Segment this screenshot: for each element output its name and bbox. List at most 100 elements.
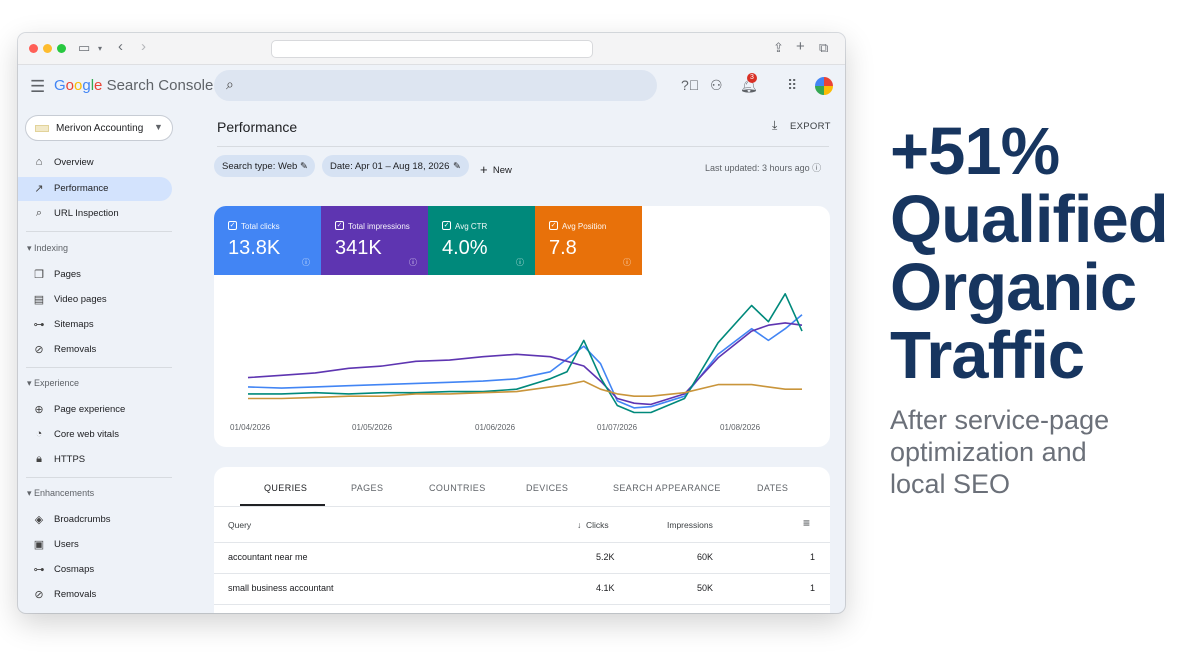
sidebar-toggle-icon[interactable]: ▭ <box>78 40 91 55</box>
series-line-avg-position[interactable] <box>248 380 802 400</box>
chevron-down-icon[interactable]: ▾ <box>98 44 103 53</box>
metric-label: Total impressions <box>348 222 410 231</box>
browser-window: ▭ ▾ ‹ › ⇪ + ⧉ ☰ Google Search Console ⌕ … <box>18 33 845 613</box>
page-experience-icon: ⊕ <box>34 404 44 416</box>
back-icon[interactable]: ‹ <box>118 38 123 55</box>
sidebar-item-url-inspection[interactable]: ⌕ URL Inspection <box>18 202 172 226</box>
search-type-filter-chip[interactable]: Search type: Web ✎ <box>214 155 315 177</box>
tabs-overview-icon[interactable]: ⧉ <box>819 40 829 55</box>
checkbox-checked-icon[interactable]: ✓ <box>549 221 558 230</box>
download-icon[interactable]: ⤓ <box>772 118 778 132</box>
home-icon: ⌂ <box>35 156 43 168</box>
sidebar-section-experience[interactable]: ▾ Experience <box>27 378 80 388</box>
trending-up-icon: ↗ <box>34 183 44 195</box>
metric-avg-ctr[interactable]: ✓ Avg CTR 4.0% ⓘ <box>428 206 535 275</box>
help-icon[interactable]: ⓘ <box>623 258 631 267</box>
series-line-total-impressions[interactable] <box>247 322 803 406</box>
tab-dates[interactable]: DATES <box>757 483 789 493</box>
chevron-down-icon: ▼ <box>154 122 163 132</box>
checkbox-checked-icon[interactable]: ✓ <box>442 221 451 230</box>
browser-titlebar: ▭ ▾ ‹ › ⇪ + ⧉ <box>18 33 845 65</box>
metric-value: 7.8 <box>549 237 577 259</box>
search-input[interactable]: ⌕ <box>214 70 657 101</box>
minimize-window-button[interactable] <box>43 44 52 53</box>
hamburger-menu-icon[interactable]: ☰ <box>30 77 46 96</box>
maximize-window-button[interactable] <box>57 44 66 53</box>
sidebar-item-page-experience[interactable]: ⊕ Page experience <box>18 398 172 422</box>
tab-queries[interactable]: QUERIES <box>264 483 308 493</box>
table-cell-query[interactable]: small business accountant <box>228 583 334 593</box>
sidebar-item-label: Broadcrumbs <box>54 514 111 525</box>
pages-icon: ❐ <box>34 269 44 281</box>
filter-rows-icon[interactable]: ≡ <box>803 516 811 530</box>
table-divider <box>214 604 830 605</box>
sidebar-item-overview[interactable]: ⌂ Overview <box>18 151 172 175</box>
last-updated-text: Last updated: 3 hours ago ⓘ <box>705 161 821 174</box>
sidebar-item-removals-2[interactable]: ⊘ Removals <box>18 583 172 607</box>
metric-total-clicks[interactable]: ✓ Total clicks 13.8K ⓘ <box>214 206 321 275</box>
edit-icon[interactable]: ✎ <box>453 161 461 172</box>
tab-devices[interactable]: DEVICES <box>526 483 569 493</box>
sidebar-section-enhancements[interactable]: ▾ Enhancements <box>27 488 95 498</box>
sidebar-item-label: Performance <box>54 183 109 194</box>
help-icon[interactable]: ⓘ <box>302 258 310 267</box>
column-header-clicks[interactable]: ↓ Clicks <box>577 520 609 530</box>
close-window-button[interactable] <box>29 44 38 53</box>
promo-subline: After service-page optimization and loca… <box>890 404 1190 500</box>
search-console-logo[interactable]: Google Search Console <box>54 77 214 94</box>
sidebar-item-broadcrumbs[interactable]: ◈ Broadcrumbs <box>18 508 172 532</box>
column-header-impressions[interactable]: Impressions <box>667 520 713 530</box>
sidebar-item-core-web-vitals[interactable]: ◔ Core web vitals <box>18 423 172 447</box>
checkbox-checked-icon[interactable]: ✓ <box>335 221 344 230</box>
x-tick-label: 01/04/2026 <box>230 423 271 432</box>
chip-label: Date: Apr 01 – Aug 18, 2026 <box>330 161 450 172</box>
property-selector[interactable]: Merivon Accounting ▼ <box>25 115 173 141</box>
edit-icon[interactable]: ✎ <box>300 161 308 172</box>
avatar[interactable] <box>815 77 833 95</box>
sidebar-item-video-pages[interactable]: ▤ Video pages <box>18 288 172 312</box>
help-icon[interactable]: ⓘ <box>516 258 524 267</box>
performance-line-chart[interactable]: 01/04/2026 01/05/2026 01/06/2026 01/07/2026… <box>214 206 830 447</box>
sidebar-item-pages[interactable]: ❐ Pages <box>18 263 172 287</box>
sidebar-item-label: Users <box>54 539 79 550</box>
new-filter-button[interactable]: + New <box>480 161 512 177</box>
column-header-query[interactable]: Query <box>228 520 252 530</box>
new-tab-icon[interactable]: + <box>796 38 805 55</box>
series-line-avg-ctr[interactable] <box>248 293 803 414</box>
users-icon: ▣ <box>33 539 45 551</box>
sidebar-item-label: Pages <box>54 269 81 280</box>
apps-grid-icon[interactable]: ⠿ <box>787 77 798 93</box>
checkbox-checked-icon[interactable]: ✓ <box>228 221 237 230</box>
sidebar-item-label: Page experience <box>54 404 126 415</box>
manage-users-icon[interactable]: ⚇ <box>710 77 723 93</box>
forward-icon[interactable]: › <box>141 38 146 55</box>
metric-total-impressions[interactable]: ✓ Total impressions 341K ⓘ <box>321 206 428 275</box>
headline-line: Traffic <box>890 318 1085 393</box>
series-line-total-clicks[interactable] <box>247 314 803 409</box>
share-icon[interactable]: ⇪ <box>773 40 784 55</box>
help-icon[interactable]: ?⃝ <box>681 77 700 93</box>
help-icon[interactable]: ⓘ <box>409 258 417 267</box>
metric-value: 341K <box>335 237 382 259</box>
sidebar-item-performance[interactable]: ↗ Performance <box>18 177 172 201</box>
sidebar-item-cosmaps[interactable]: ⊶ Cosmaps <box>18 558 172 582</box>
table-cell-query[interactable]: accountant near me <box>228 552 308 562</box>
sidebar-item-sitemaps[interactable]: ⊶ Sitemaps <box>18 313 172 337</box>
x-tick-label: 01/05/2026 <box>352 423 393 432</box>
headline-line: Qualified <box>890 182 1169 257</box>
date-filter-chip[interactable]: Date: Apr 01 – Aug 18, 2026 ✎ <box>322 155 469 177</box>
sidebar-item-label: Core web vitals <box>54 429 119 440</box>
table-cell-impressions: 50K <box>697 583 714 593</box>
address-bar[interactable] <box>271 40 593 58</box>
tab-countries[interactable]: COUNTRIES <box>429 483 486 493</box>
tab-pages[interactable]: PAGES <box>351 483 384 493</box>
tab-search-appearance[interactable]: SEARCH APPEARANCE <box>613 483 721 493</box>
help-icon[interactable]: ⓘ <box>812 163 822 173</box>
export-button[interactable]: EXPORT <box>790 121 831 132</box>
table-divider <box>214 573 830 574</box>
sidebar-section-indexing[interactable]: ▾ Indexing <box>27 243 69 253</box>
sidebar-item-users[interactable]: ▣ Users <box>18 533 172 557</box>
metric-avg-position[interactable]: ✓ Avg Position 7.8 ⓘ <box>535 206 642 275</box>
sidebar-item-removals[interactable]: ⊘ Removals <box>18 338 172 362</box>
sidebar-item-https[interactable]: 🔒︎ HTTPS <box>18 448 172 472</box>
